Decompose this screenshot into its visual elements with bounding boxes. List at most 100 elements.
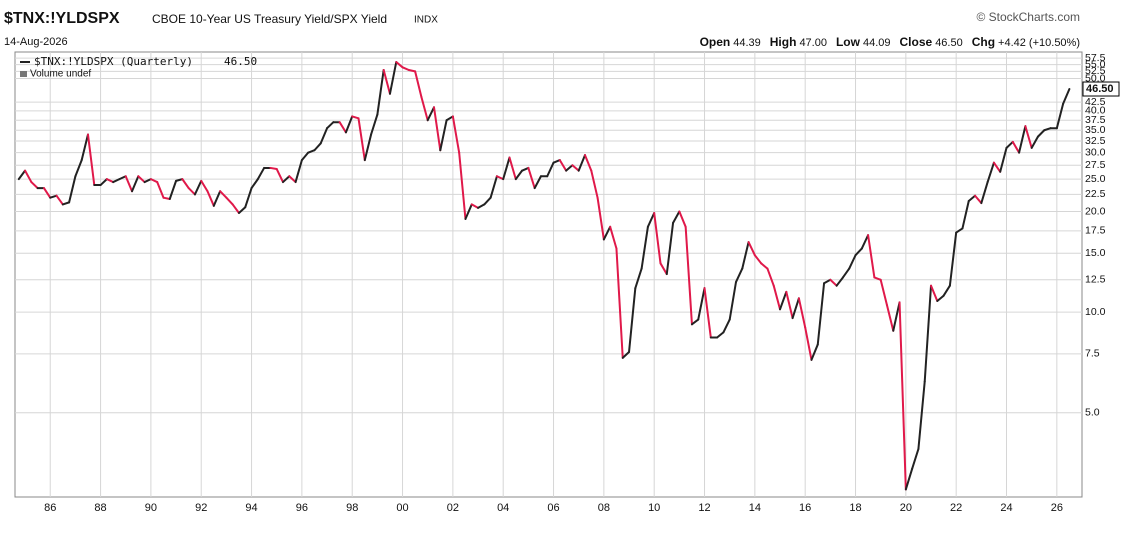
line-segment (344, 115, 354, 134)
line-segment (646, 211, 656, 228)
line-segment (426, 106, 435, 122)
line-segment (747, 241, 756, 257)
line-segment (703, 287, 712, 339)
line-segment (137, 175, 146, 184)
line-segment (923, 284, 933, 383)
line-segment (68, 175, 77, 204)
x-tick-label: 00 (396, 502, 408, 514)
x-tick-label: 92 (195, 502, 207, 514)
x-tick-label: 14 (749, 502, 761, 514)
line-segment (42, 187, 52, 199)
line-segment (288, 175, 297, 184)
line-segment (565, 164, 574, 172)
line-segment (244, 187, 253, 209)
line-segment (986, 161, 995, 184)
line-segment (634, 267, 643, 290)
line-segment (124, 175, 134, 193)
line-segment (326, 121, 335, 130)
line-segment (477, 203, 486, 209)
x-tick-label: 90 (145, 502, 157, 514)
grid (15, 52, 1082, 497)
line-segment (439, 119, 448, 152)
y-tick-label: 50.0 (1085, 72, 1106, 84)
line-segment (1011, 140, 1021, 154)
line-segment (502, 156, 511, 181)
line-segment (728, 281, 737, 321)
line-segment (546, 161, 555, 178)
quote-value: 44.09 (863, 37, 891, 49)
line-segment (168, 179, 178, 201)
line-segment (760, 262, 769, 270)
line-segment (930, 284, 939, 302)
line-segment (577, 154, 586, 172)
line-segment (904, 467, 914, 491)
line-segment (602, 225, 612, 241)
x-tick-label: 04 (497, 502, 509, 514)
line-segment (948, 231, 958, 287)
quote-label: Low (836, 35, 861, 49)
y-tick-label: 52.5 (1085, 65, 1106, 77)
legend-label: $TNX:!YLDSPX (Quarterly) (34, 55, 193, 68)
line-segment (665, 221, 675, 276)
line-segment (653, 211, 662, 265)
line-segment (823, 278, 832, 285)
x-tick-label: 08 (598, 502, 610, 514)
line-segment (464, 203, 473, 220)
line-segment (458, 151, 467, 220)
line-segment (175, 178, 184, 182)
x-tick-label: 22 (950, 502, 962, 514)
line-segment (86, 133, 96, 187)
line-segment (395, 61, 404, 69)
line-segment (237, 206, 247, 214)
line-segment (1030, 135, 1039, 149)
line-segment (30, 181, 39, 190)
line-segment (225, 196, 234, 206)
line-segment (470, 203, 480, 209)
line-segment (219, 190, 228, 199)
line-segment (61, 201, 71, 206)
line-segment (590, 169, 599, 199)
volume-note: Volume undef (30, 69, 91, 80)
line-segment (810, 343, 819, 361)
line-segment (521, 166, 530, 172)
line-segment (697, 287, 706, 321)
x-tick-label: 12 (698, 502, 710, 514)
y-tick-label: 5.0 (1085, 407, 1100, 419)
line-segment (118, 175, 127, 181)
line-segment (955, 227, 964, 234)
line-segment (967, 194, 977, 203)
line-segment (835, 276, 844, 287)
line-segment (49, 194, 58, 199)
quote-value: 44.39 (733, 37, 761, 49)
line-segment (716, 331, 725, 339)
line-segment (256, 166, 266, 181)
y-tick-label: 42.5 (1085, 96, 1106, 108)
line-segment (772, 284, 782, 311)
line-segment (143, 178, 152, 184)
quote-label: Chg (972, 35, 995, 49)
line-segment (74, 159, 83, 178)
line-segment (1062, 88, 1071, 105)
x-tick-label: 26 (1051, 502, 1063, 514)
line-segment (156, 181, 165, 199)
line-segment (678, 210, 687, 228)
line-segment (785, 290, 794, 320)
line-segment (231, 203, 240, 214)
line-segment (401, 66, 410, 72)
line-segment (55, 194, 64, 206)
line-segment (17, 169, 27, 181)
y-tick-label: 20.0 (1085, 205, 1106, 217)
date: 14-Aug-2026 (4, 36, 68, 48)
line-segment (829, 278, 838, 287)
line-segment (892, 301, 901, 332)
line-segment (942, 284, 951, 297)
line-segment (621, 351, 631, 359)
y-tick-label: 37.5 (1085, 114, 1106, 126)
line-segment (1018, 125, 1027, 154)
y-tick-label: 22.5 (1085, 188, 1106, 200)
line-segment (615, 247, 624, 359)
line-segment (1024, 125, 1033, 149)
line-segment (879, 278, 888, 307)
legend: $TNX:!YLDSPX (Quarterly) 46.50 Volume un… (20, 55, 257, 80)
